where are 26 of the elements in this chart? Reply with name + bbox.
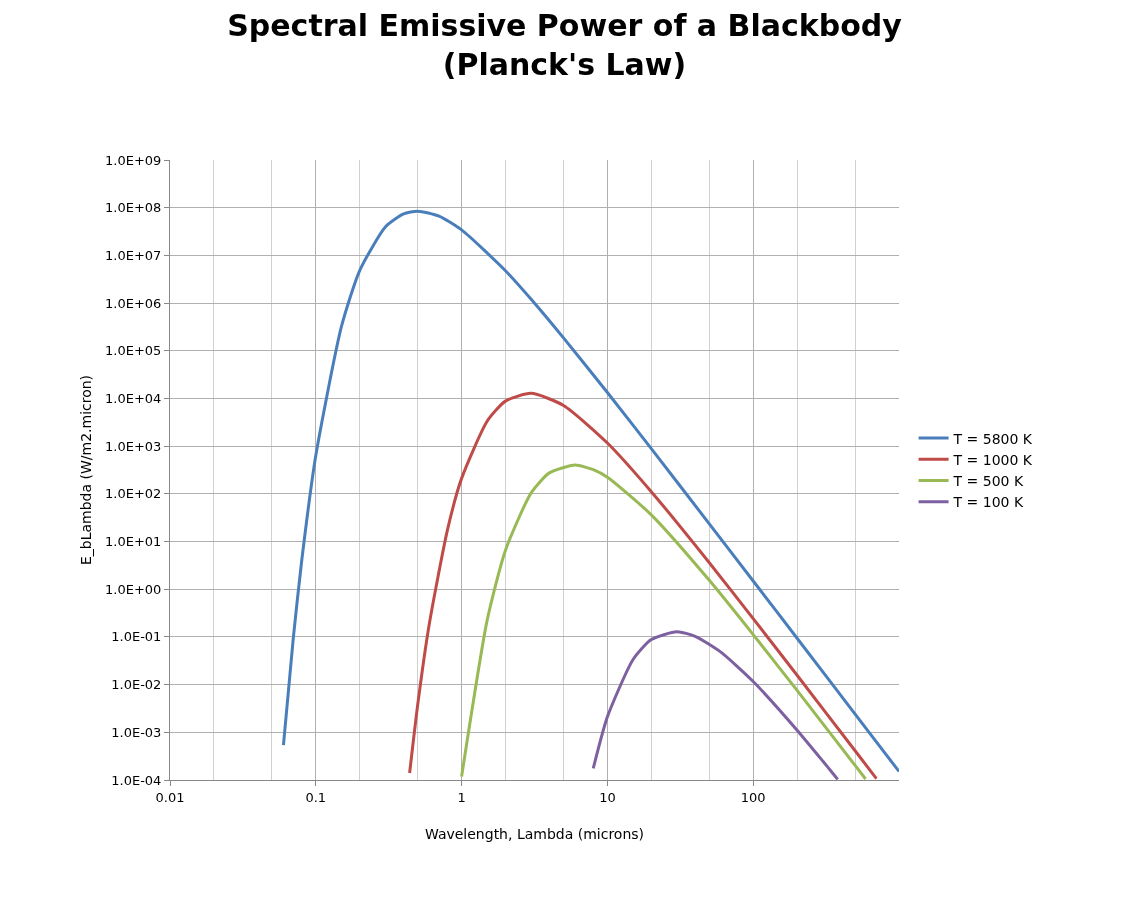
y-tick-label: 1.0E-01 — [111, 629, 162, 645]
y-tick-label: 1.0E+05 — [105, 343, 162, 359]
x-tick-label: 100 — [740, 789, 766, 805]
chart-title: Spectral Emissive Power of a Blackbody (Planck's Law) — [227, 8, 903, 82]
y-tick-label: 1.0E+07 — [105, 247, 162, 263]
x-tick-label: 0.1 — [305, 789, 327, 805]
y-tick-label: 1.0E+00 — [105, 581, 162, 597]
legend-label: T = 100 K — [952, 494, 1024, 511]
legend-label: T = 5800 K — [952, 430, 1033, 447]
y-tick-label: 1.0E+06 — [105, 295, 162, 311]
legend-label: T = 500 K — [952, 472, 1024, 489]
x-tick-label: 10 — [599, 789, 616, 805]
y-tick-label: 1.0E-04 — [111, 772, 162, 788]
y-tick-label: 1.0E+02 — [105, 486, 162, 502]
y-tick-label: 1.0E+01 — [105, 534, 162, 550]
y-tick-label: 1.0E+03 — [105, 438, 162, 454]
legend-label: T = 1000 K — [952, 451, 1033, 468]
y-axis-title: E_bLambda (W/m2.micron) — [77, 374, 94, 566]
x-axis-title: Wavelength, Lambda (microns) — [424, 825, 645, 842]
x-tick-label: 0.01 — [155, 789, 185, 805]
y-tick-label: 1.0E+08 — [105, 200, 162, 216]
y-tick-label: 1.0E-03 — [111, 724, 162, 740]
y-tick-label: 1.0E+04 — [105, 391, 162, 407]
x-tick-label: 1 — [457, 789, 466, 805]
y-tick-label: 1.0E-02 — [111, 677, 162, 693]
y-tick-label: 1.0E+09 — [105, 152, 162, 168]
